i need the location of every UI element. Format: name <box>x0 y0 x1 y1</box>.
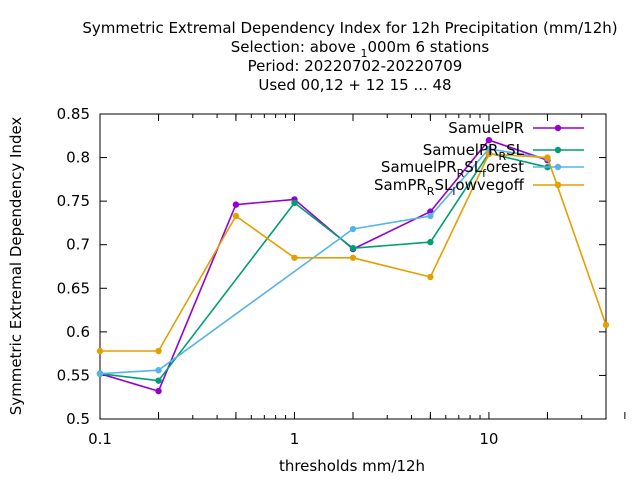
y-tick-label: 0.55 <box>57 366 90 384</box>
legend: SamuelPR SamuelPRRSLSamuelPRRSLforestSamP… <box>374 119 584 198</box>
data-point <box>427 273 434 281</box>
data-point <box>96 347 104 355</box>
y-tick-label: 0.6 <box>66 323 90 341</box>
y-tick-label: 0.5 <box>66 410 90 428</box>
y-tick-label: 0.8 <box>66 149 90 167</box>
data-point <box>349 245 357 252</box>
legend-label: SamuelPRRSL <box>423 141 525 163</box>
x-axis-label: thresholds mm/12h <box>279 457 425 475</box>
legend-label: SamPRRSLlowvegoff <box>374 176 525 198</box>
x-tick-label: 10 <box>479 430 498 448</box>
data-point <box>427 212 434 220</box>
data-point <box>291 199 298 207</box>
legend-swatch-point <box>554 163 562 171</box>
axes: 0.5 0.55 0.6 0.65 0.7 0.75 0.8 0.85 0.1 1 10 <box>57 105 626 448</box>
data-point <box>427 238 434 246</box>
title-line-3: Period: 20220702-20220709 <box>248 57 463 75</box>
title-line-4: Used 00,12 + 12 15 ... 48 <box>258 76 451 94</box>
data-point <box>349 225 357 233</box>
data-point <box>155 377 162 384</box>
title-line-1: Symmetric Extremal Dependency Index for … <box>82 19 617 37</box>
series-line <box>99 148 548 375</box>
y-tick-label: 0.85 <box>57 105 90 123</box>
series-layer <box>96 136 610 395</box>
data-point <box>155 347 162 355</box>
series-line <box>100 153 607 352</box>
series-4 <box>96 150 610 355</box>
chart-title: Symmetric Extremal Dependency Index for … <box>82 19 617 94</box>
data-point <box>232 212 240 220</box>
legend-label: SamuelPRRSLforest <box>381 158 524 180</box>
plot-frame <box>99 113 607 420</box>
data-point <box>96 370 104 377</box>
x-tick-label: 1 <box>290 430 300 448</box>
data-point <box>155 367 162 374</box>
legend-label: SamuelPR <box>448 119 524 137</box>
data-point <box>291 254 298 261</box>
data-point <box>485 150 493 158</box>
data-point <box>485 136 493 144</box>
y-tick-label: 0.7 <box>66 236 90 254</box>
data-point <box>232 201 240 208</box>
title-line-2: Selection: above 1000m 6 stations <box>231 38 490 60</box>
data-point <box>485 145 493 153</box>
legend-swatch-point <box>554 124 562 132</box>
data-point <box>155 387 162 395</box>
y-axis-label: Symmetric Extremal Dependency Index <box>7 117 25 416</box>
data-point <box>544 154 551 161</box>
legend-swatch-point <box>554 181 562 189</box>
y-tick-label: 0.75 <box>57 192 90 210</box>
data-point <box>602 321 610 329</box>
x-tick-label: 0.1 <box>88 430 112 448</box>
y-tick-label: 0.65 <box>57 279 90 297</box>
legend-swatch-point <box>554 146 562 154</box>
data-point <box>349 254 357 261</box>
